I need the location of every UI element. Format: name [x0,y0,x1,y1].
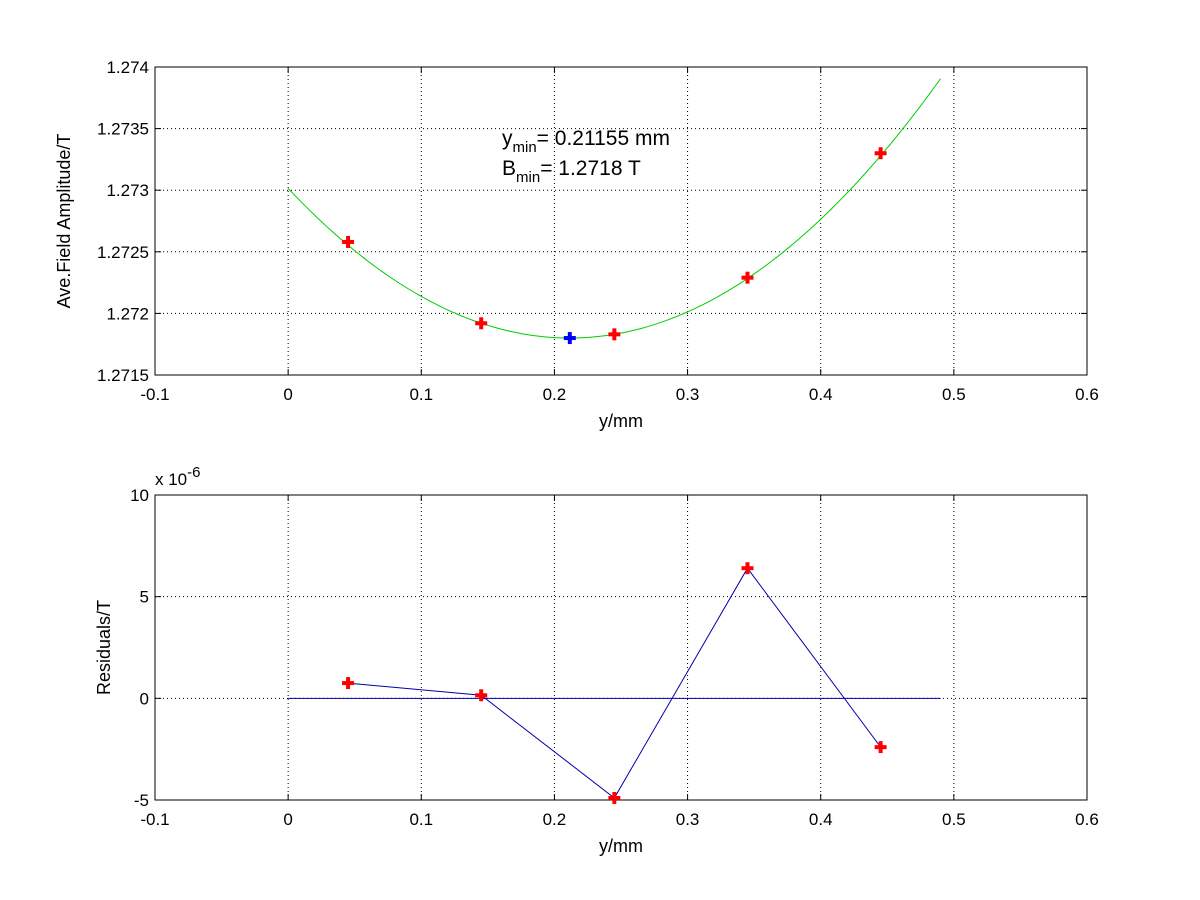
y-min-annotation: ymin= 0.21155 mm [502,127,670,156]
residual-point-marker [342,677,355,690]
measured-point-marker [874,147,887,160]
y-tick-label: 1.2715 [97,366,149,385]
residuals-exponent-label: x 10-6 [155,464,200,489]
y-min-annotation-symbol: y [502,127,513,150]
measured-point-marker [608,328,621,341]
residuals-plot: -0.1 0 0.1 0.2 0.3 0.4 0.5 0.6 -5 0 5 10 y/mm Resi… [94,464,1099,856]
y-tick-label: 1.273 [106,181,149,200]
residuals-plot-x-ticks: -0.1 0 0.1 0.2 0.3 0.4 0.5 0.6 [140,495,1099,829]
residual-point-marker [874,741,887,754]
fit-plot-measured-points [342,147,887,341]
x-tick-label: 0.1 [409,385,433,404]
x-tick-label: 0.6 [1075,385,1099,404]
minimum-point-marker [563,332,576,345]
y-tick-label: 1.272 [106,304,149,323]
residuals-points [342,562,887,804]
y-tick-label: -5 [134,791,149,810]
x-tick-label: 0.2 [543,385,567,404]
x-tick-label: 0.1 [409,810,433,829]
y-min-annotation-value: = 0.21155 mm [537,127,670,150]
x-tick-label: -0.1 [140,385,169,404]
residuals-plot-x-axis-label: y/mm [599,836,643,856]
residuals-exponent-base: x 10 [155,470,187,489]
measured-point-marker [342,235,355,248]
x-tick-label: -0.1 [140,810,169,829]
x-tick-label: 0.3 [676,385,700,404]
measured-point-marker [475,317,488,330]
residual-point-marker [608,791,621,804]
x-tick-label: 0 [283,385,292,404]
fit-plot-area [154,66,1088,376]
y-tick-label: 0 [140,689,149,708]
y-tick-label: 1.2735 [97,120,149,139]
x-tick-label: 0.5 [942,810,966,829]
residuals-plot-y-axis-label: Residuals/T [94,600,114,695]
y-tick-label: 1.274 [106,58,149,77]
b-min-annotation-subscript: min [516,169,540,186]
x-tick-label: 0.2 [543,810,567,829]
x-tick-label: 0.4 [809,810,833,829]
fit-plot-x-ticks: -0.1 0 0.1 0.2 0.3 0.4 0.5 0.6 [140,67,1099,404]
x-tick-label: 0.6 [1075,810,1099,829]
residual-point-marker [475,689,488,702]
x-tick-label: 0.5 [942,385,966,404]
measured-point-marker [741,271,754,284]
residuals-plot-area [154,494,1088,801]
b-min-annotation: Bmin= 1.2718 T [502,157,641,186]
residuals-exponent-power: -6 [187,464,200,481]
b-min-annotation-value: = 1.2718 T [540,157,641,180]
y-tick-label: 1.2725 [97,243,149,262]
fit-plot-y-axis-label: Ave.Field Amplitude/T [54,134,74,309]
fit-plot-x-axis-label: y/mm [599,411,643,431]
x-tick-label: 0 [283,810,292,829]
x-tick-label: 0.4 [809,385,833,404]
y-min-annotation-subscript: min [513,139,537,156]
y-tick-label: 5 [140,588,149,607]
fit-plot-minimum-point [563,332,576,345]
x-tick-label: 0.3 [676,810,700,829]
fit-plot: -0.1 0 0.1 0.2 0.3 0.4 0.5 0.6 1.2715 1.272 1.272… [54,58,1099,431]
b-min-annotation-symbol: B [502,157,516,180]
y-tick-label: 10 [130,486,149,505]
residual-point-marker [741,562,754,575]
fit-plot-y-ticks: 1.2715 1.272 1.2725 1.273 1.2735 1.274 [97,58,1087,385]
residuals-plot-y-ticks: -5 0 5 10 [130,486,1087,810]
fit-plot-grid [155,67,1087,375]
